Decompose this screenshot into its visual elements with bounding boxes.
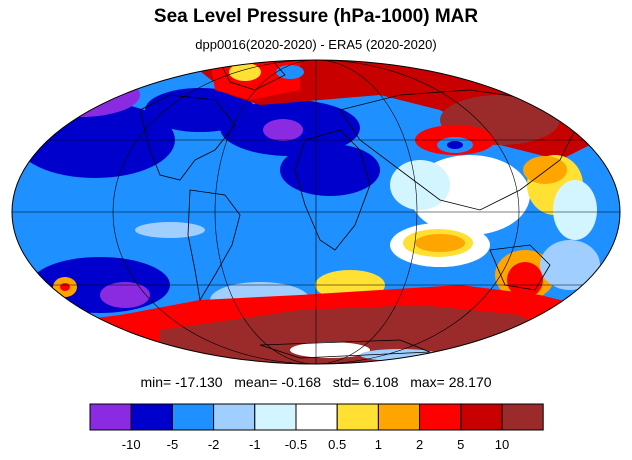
colorbar-tick-label: 10	[495, 437, 509, 452]
statistics-line: min= -17.130 mean= -0.168 std= 6.108 max…	[0, 374, 632, 390]
stat-std-value: 6.108	[363, 374, 399, 390]
stat-max-label: max=	[410, 374, 445, 390]
colorbar-tick-label: -0.5	[285, 437, 307, 452]
colorbar-swatch	[460, 403, 503, 431]
stat-mean-label: mean=	[234, 374, 278, 390]
colorbar-swatch	[377, 403, 421, 431]
map-border	[11, 59, 621, 365]
colorbar-tick-label: 0.5	[328, 437, 346, 452]
colorbar-swatch	[419, 403, 462, 431]
colorbar-swatch	[130, 403, 173, 431]
colorbar-tick-label: -1	[249, 437, 261, 452]
colorbar-tick-label: 1	[375, 437, 382, 452]
plot-title: Sea Level Pressure (hPa-1000) MAR	[153, 6, 479, 27]
colorbar-tick-label: -2	[208, 437, 220, 452]
colorbar-tick-label: -5	[167, 437, 179, 452]
colorbar-tick-label: 2	[416, 437, 423, 452]
stat-max-value: 28.170	[448, 374, 492, 390]
stat-min-value: -17.130	[175, 374, 223, 390]
colorbar-swatch	[213, 403, 256, 431]
colorbar-tick-label: -10	[122, 437, 141, 452]
colorbar-tick-label: 5	[457, 437, 464, 452]
stat-std-label: std=	[332, 374, 360, 390]
colorbar-swatch	[295, 403, 338, 431]
colorbar-swatch	[89, 403, 132, 431]
colorbar-swatch	[171, 403, 215, 431]
colorbar-swatch	[254, 403, 297, 431]
graticule	[12, 60, 620, 364]
plot-subtitle: dpp0016(2020-2020) - ERA5 (2020-2020)	[195, 37, 437, 52]
colorbar-swatch	[336, 403, 379, 431]
coastlines	[139, 60, 576, 359]
stat-mean-value: -0.168	[281, 374, 322, 390]
colorbar-swatch	[501, 403, 544, 431]
stat-min-label: min=	[140, 374, 172, 390]
